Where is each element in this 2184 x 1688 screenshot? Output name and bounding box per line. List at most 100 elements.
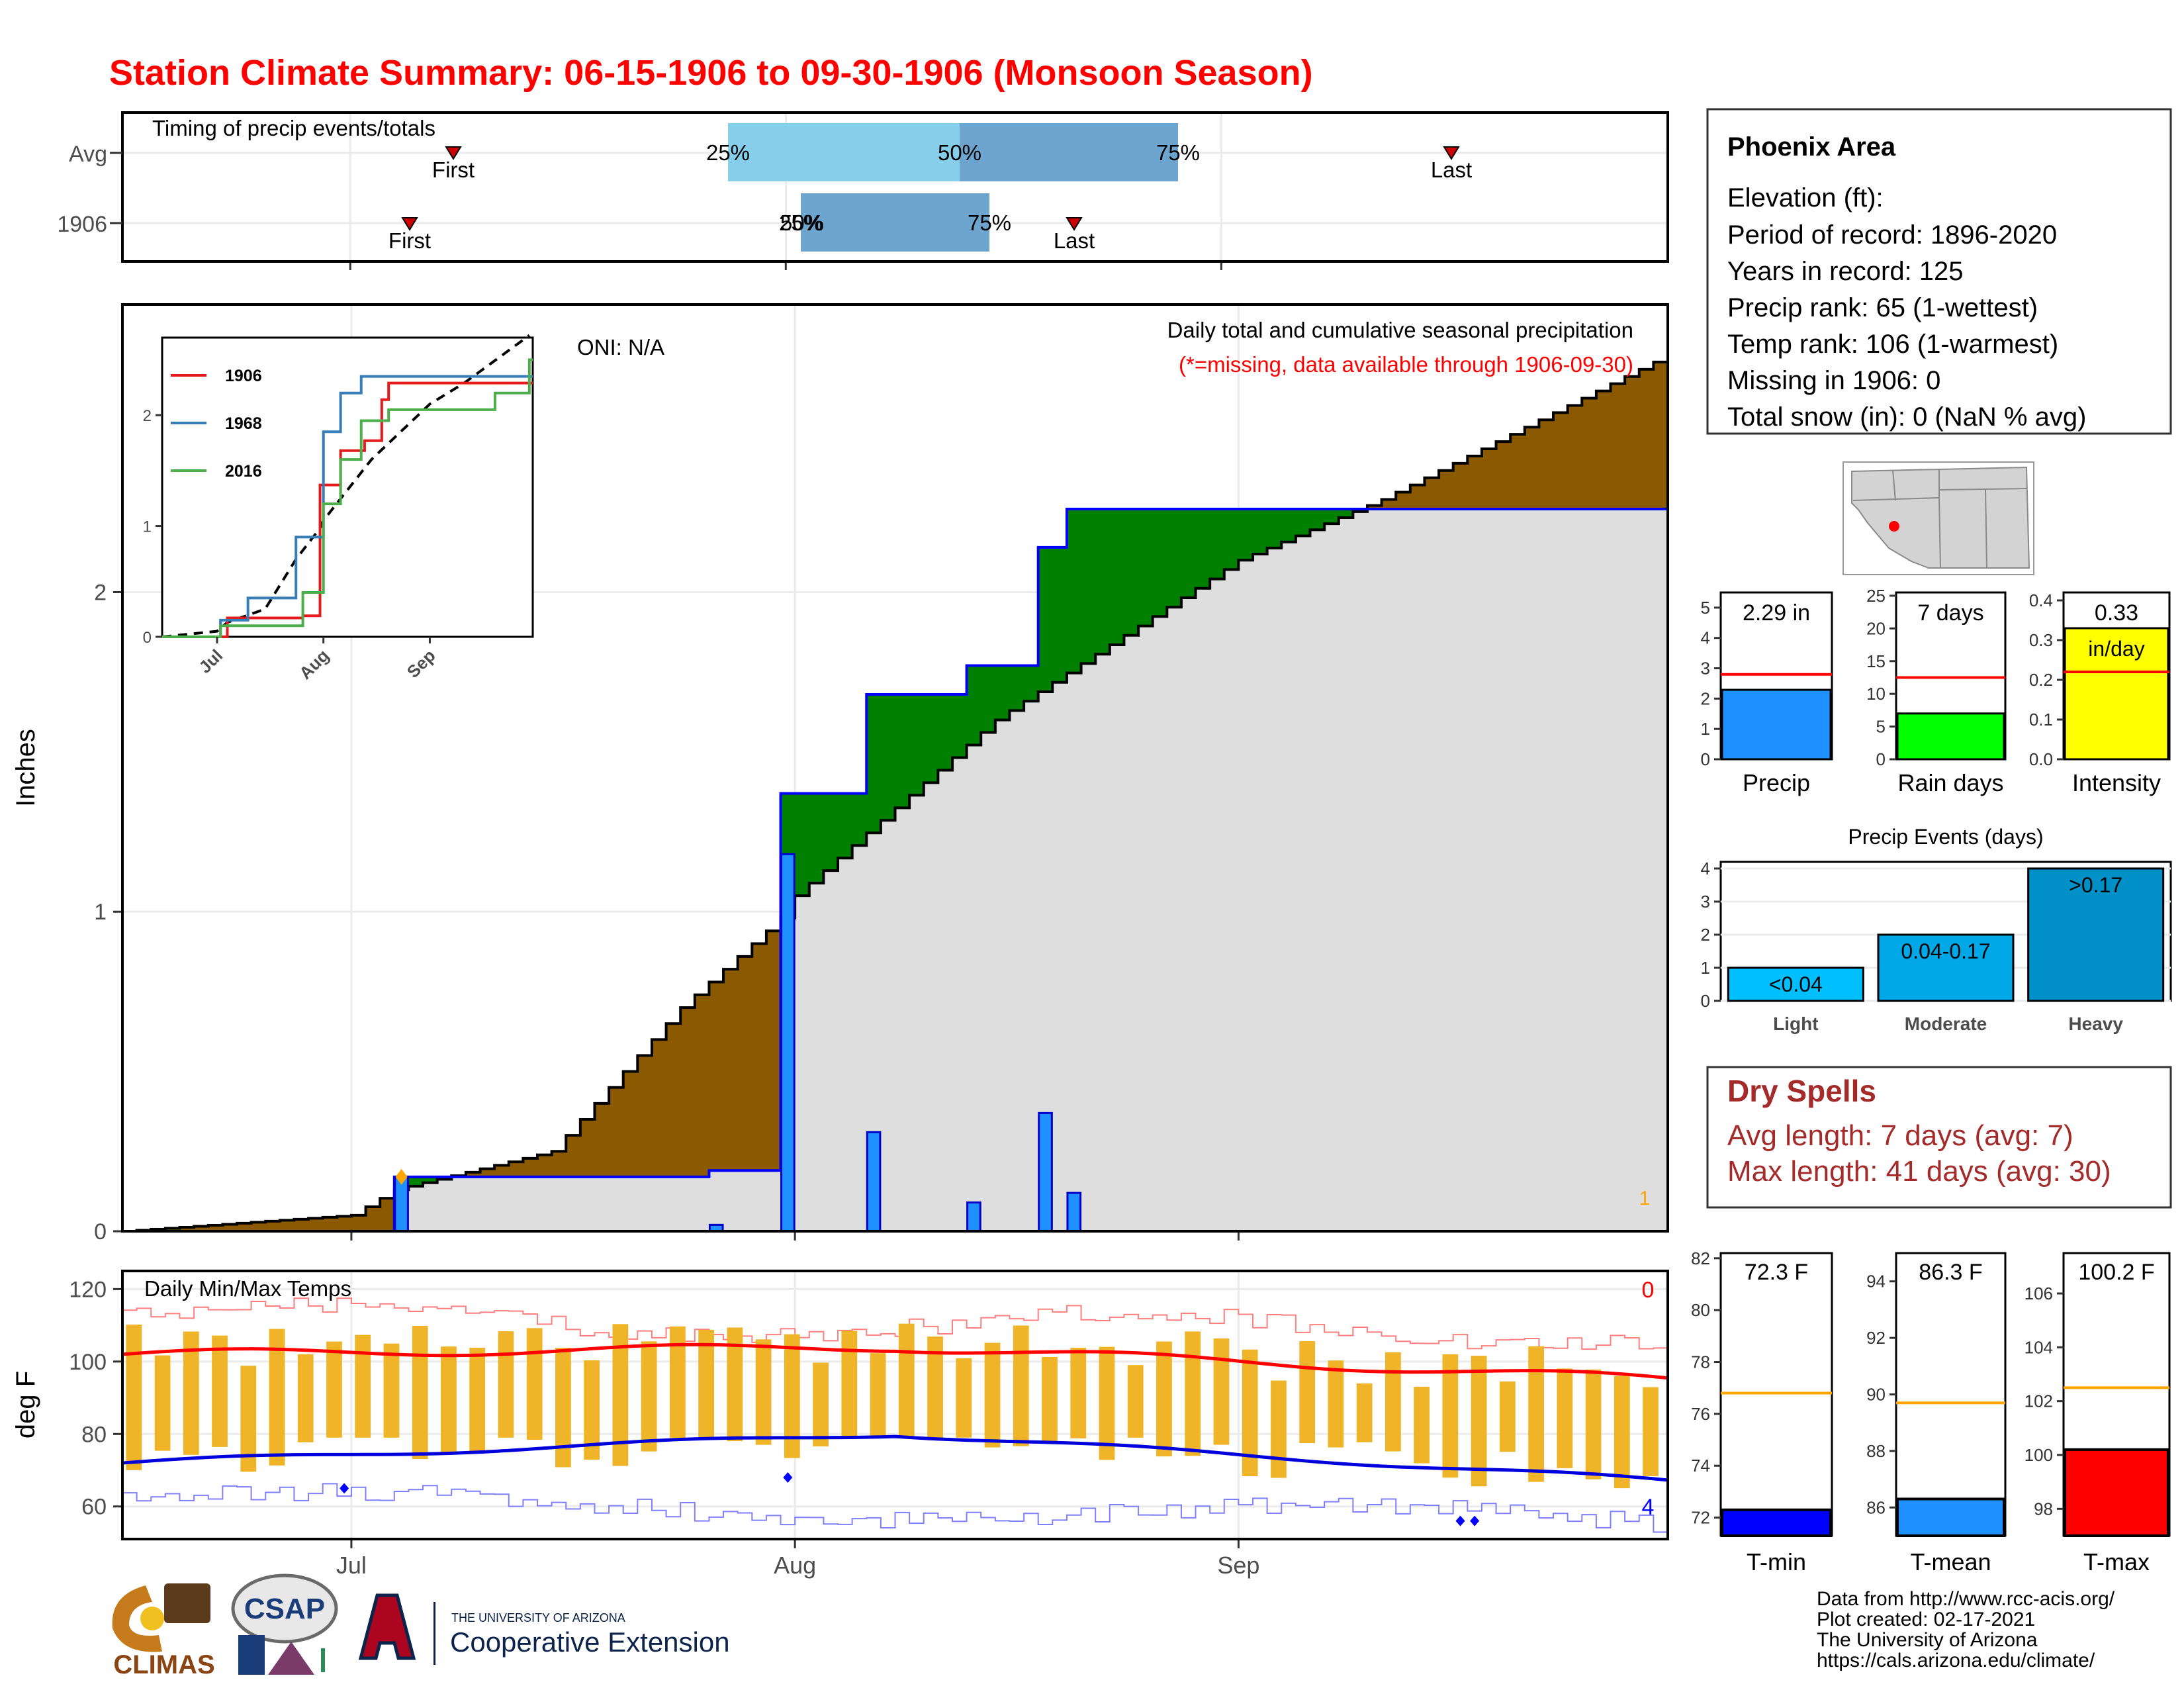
daily-temp-bar [641, 1341, 657, 1452]
footer-university: The University of Arizona [1817, 1629, 2038, 1651]
daily-temp-bar [813, 1362, 829, 1447]
stat-label: Intensity [2072, 769, 2161, 796]
daily-temp-bar [1328, 1360, 1344, 1448]
above-avg-fill [1195, 508, 1210, 588]
precip-ytick: 1 [94, 900, 107, 925]
daily-temp-bar [1185, 1331, 1201, 1456]
temp-stat-ytick: 76 [1691, 1404, 1710, 1424]
above-avg-fill [966, 665, 981, 745]
daily-temp-bar [870, 1353, 886, 1438]
footer-url: https://cals.arizona.edu/climate/ [1817, 1650, 2095, 1671]
daily-temp-bar [1614, 1376, 1630, 1489]
map-states-shape [1851, 466, 2030, 569]
daily-temp-bar [898, 1323, 915, 1438]
below-avg-fill [1424, 477, 1439, 509]
season-first-marker [401, 217, 418, 231]
below-avg-fill [1582, 398, 1597, 509]
below-avg-fill [1625, 376, 1640, 509]
stat-bar-chart-precip: 2.29 in 0 1 2 3 4 5 Precip [1701, 591, 1833, 796]
temp-bottom-count: 4 [1642, 1495, 1655, 1520]
stat-ytick: 0.1 [2029, 710, 2053, 729]
stat-ytick: 0.0 [2029, 749, 2053, 769]
events-ytick: 1 [1701, 958, 1710, 978]
season-p75-label: 75% [968, 211, 1011, 235]
info-panel: Phoenix Area Elevation (ft): Period of r… [1706, 108, 2172, 435]
climas-text: CLIMAS [113, 1650, 214, 1679]
below-avg-fill [666, 1023, 681, 1177]
daily-temp-bar [1385, 1352, 1401, 1452]
above-avg-fill [1267, 508, 1282, 548]
below-avg-fill [1639, 369, 1654, 509]
event-bar-moderate [1877, 933, 2015, 1002]
stat-ytick: 0 [1701, 749, 1710, 769]
daily-temp-bar [984, 1342, 1001, 1448]
below-avg-fill [766, 931, 782, 1171]
below-avg-fill [322, 1217, 338, 1231]
precip-ylabel: Inches [11, 729, 40, 807]
above-avg-fill [995, 665, 1011, 720]
timing-row-avg: Avg [69, 142, 107, 167]
above-avg-fill [1109, 508, 1125, 645]
above-avg-fill [981, 665, 996, 733]
avg-iqr-box-upper [960, 123, 1178, 181]
below-avg-fill [222, 1224, 238, 1231]
footer-data-source: Data from http://www.rcc-acis.org/ [1817, 1588, 2115, 1610]
above-avg-fill [1324, 508, 1340, 524]
below-avg-fill [1653, 361, 1668, 509]
daily-temp-bar [1070, 1347, 1087, 1438]
above-avg-fill [909, 694, 925, 796]
above-avg-fill [423, 1176, 438, 1183]
stat-ytick: 10 [1866, 684, 1886, 704]
avg-last-label: Last [1431, 158, 1472, 182]
temp-value: 100.2 F [2078, 1260, 2154, 1285]
stat-ytick: 3 [1701, 659, 1710, 679]
temp-ytick: 80 [81, 1422, 107, 1447]
temp-stat-ytick: 92 [1866, 1328, 1886, 1348]
record-low-marker [1470, 1515, 1480, 1526]
dry-spells-panel: Dry Spells Avg length: 7 days (avg: 7) M… [1706, 1066, 2172, 1209]
below-avg-fill [165, 1228, 181, 1231]
events-title: Precip Events (days) [1848, 825, 2043, 849]
event-bin-label: >0.17 [2069, 873, 2122, 897]
daily-temp-bar [956, 1358, 972, 1438]
avg-iqr-box-lower [728, 123, 960, 181]
daily-temp-bar [297, 1354, 314, 1442]
below-avg-fill [537, 1154, 553, 1177]
below-avg-fill [365, 1206, 381, 1231]
above-avg-fill [1210, 508, 1225, 579]
daily-temp-bar [1271, 1380, 1287, 1478]
stat-label: Precip [1743, 769, 1810, 796]
daily-temp-bar [355, 1335, 371, 1438]
precip-note: (*=missing, data available through 1906-… [1179, 352, 1633, 377]
below-avg-fill [566, 1135, 581, 1177]
below-avg-fill [236, 1223, 252, 1231]
avg-cumulative-line [122, 360, 1668, 1233]
daily-temp-bar [612, 1324, 629, 1466]
precip-ytick: 2 [94, 580, 107, 605]
below-avg-fill [308, 1218, 324, 1231]
daily-temp-bar [212, 1335, 228, 1447]
info-line-period: Period of record: 1896-2020 [1727, 220, 2057, 250]
inset-avg-line [161, 334, 530, 638]
info-line-temp-rank: Temp rank: 106 (1-warmest) [1727, 330, 2058, 359]
event-category: Heavy [2068, 1013, 2123, 1034]
daily-precip-bar [866, 1131, 882, 1233]
temp-value: 86.3 F [1919, 1260, 1982, 1285]
daily-temp-bar [727, 1327, 743, 1442]
precip-ytick: 0 [94, 1219, 107, 1244]
event-category: Light [1773, 1013, 1818, 1034]
below-avg-fill [508, 1162, 523, 1177]
below-avg-fill [480, 1168, 495, 1177]
season-iqr-box [801, 193, 989, 252]
stat-ytick: 20 [1866, 618, 1886, 638]
below-avg-fill [709, 982, 724, 1171]
above-avg-fill [809, 793, 824, 884]
avg-p25-label: 25% [706, 140, 750, 165]
stat-ytick: 25 [1866, 586, 1886, 606]
below-avg-fill [1367, 505, 1383, 509]
month-xtick: Sep [1217, 1552, 1259, 1579]
temp-stat-ytick: 80 [1691, 1300, 1710, 1320]
first-event-marker [395, 1168, 408, 1185]
